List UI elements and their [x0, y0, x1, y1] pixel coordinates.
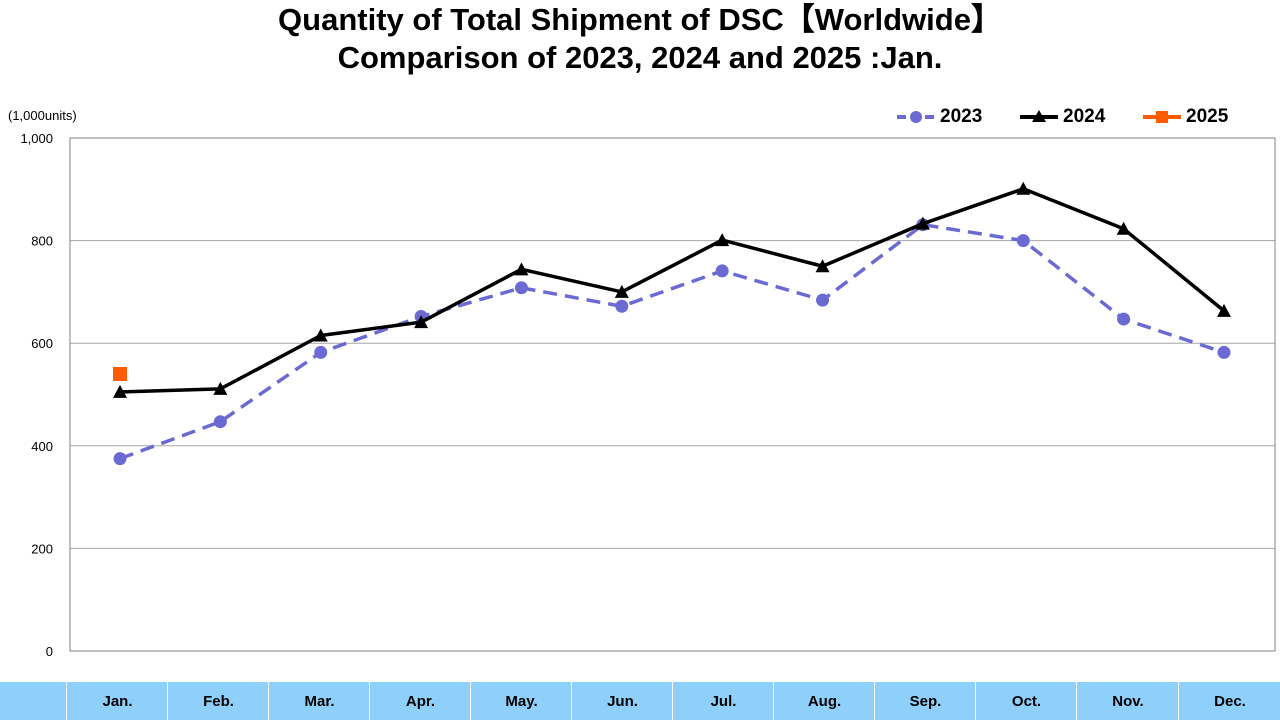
- x-tick-label: Jul.: [672, 682, 774, 720]
- point-2024-jan: [113, 384, 127, 398]
- point-2024-mar: [313, 328, 328, 342]
- legend-label-2024: 2024: [1063, 106, 1106, 127]
- legend-label-2025: 2025: [1186, 106, 1229, 127]
- legend-marker-2023: [897, 111, 935, 123]
- y-tick-label: 800: [31, 234, 53, 249]
- point-2023-oct: [1016, 234, 1030, 248]
- legend-item-2025: 2025: [1142, 104, 1228, 130]
- legend-label-2023: 2023: [940, 106, 983, 127]
- plot-area-border: [69, 137, 1276, 652]
- y-tick-label: 1,000: [20, 131, 53, 146]
- y-tick-label: 200: [31, 541, 53, 556]
- line-chart: 0 200 400 600 800 1,000: [20, 131, 1276, 659]
- point-2023-jan: [113, 452, 127, 466]
- point-2025-jan: [113, 366, 127, 381]
- point-2024-aug: [815, 259, 830, 273]
- x-tick-label: Feb.: [167, 682, 269, 720]
- point-2023-feb: [213, 415, 227, 429]
- point-2023-nov: [1117, 312, 1131, 326]
- point-2023-aug: [816, 293, 830, 307]
- point-2023-dec: [1217, 345, 1231, 359]
- series-line-2023: [119, 222, 1225, 461]
- x-tick-label: Jan.: [66, 682, 168, 720]
- point-2024-jul: [715, 233, 730, 247]
- y-tick-label: 600: [31, 336, 53, 351]
- y-tick-label: 400: [31, 439, 53, 454]
- point-2024-may: [514, 262, 529, 276]
- y-axis-unit-label: (1,000units): [8, 108, 77, 123]
- legend-item-2024: 2024: [1019, 104, 1105, 130]
- x-tick-label: Sep.: [874, 682, 976, 720]
- chart-title-line-2: Comparison of 2023, 2024 and 2025 :Jan.: [337, 40, 943, 75]
- point-2024-oct: [1016, 181, 1031, 195]
- x-tick-label: Dec.: [1178, 682, 1280, 720]
- legend-item-2023: 2023: [896, 104, 982, 130]
- x-tick-label: Apr.: [369, 682, 471, 720]
- point-2024-nov: [1116, 221, 1131, 235]
- point-2024-jun: [614, 284, 629, 298]
- legend-marker-2024: [1020, 110, 1058, 122]
- point-2024-apr: [414, 315, 429, 329]
- x-tick-label: Jun.: [571, 682, 673, 720]
- point-2023-may: [514, 281, 528, 295]
- point-2023-jul: [715, 264, 729, 278]
- point-2023-jun: [615, 299, 629, 313]
- x-tick-label: Mar.: [268, 682, 370, 720]
- x-tick-label: Nov.: [1076, 682, 1179, 720]
- legend: 2023 2024 2025: [0, 104, 1280, 130]
- y-tick-label: 0: [46, 644, 53, 659]
- legend-marker-2025: [1143, 111, 1181, 123]
- point-2023-mar: [314, 345, 328, 359]
- chart-title-line-1: Quantity of Total Shipment of DSC【Worldw…: [278, 2, 1002, 37]
- x-tick-label: Oct.: [975, 682, 1077, 720]
- x-axis-category-bar: Jan. Feb. Mar. Apr. May. Jun. Jul. Aug. Sep. Oct.…: [0, 682, 1280, 720]
- x-tick-label: Aug.: [773, 682, 875, 720]
- series-line-2024: [119, 187, 1226, 394]
- x-tick-label: May.: [470, 682, 572, 720]
- point-2024-feb: [213, 381, 228, 395]
- point-2024-dec: [1217, 303, 1231, 317]
- point-2024-sep: [915, 216, 930, 230]
